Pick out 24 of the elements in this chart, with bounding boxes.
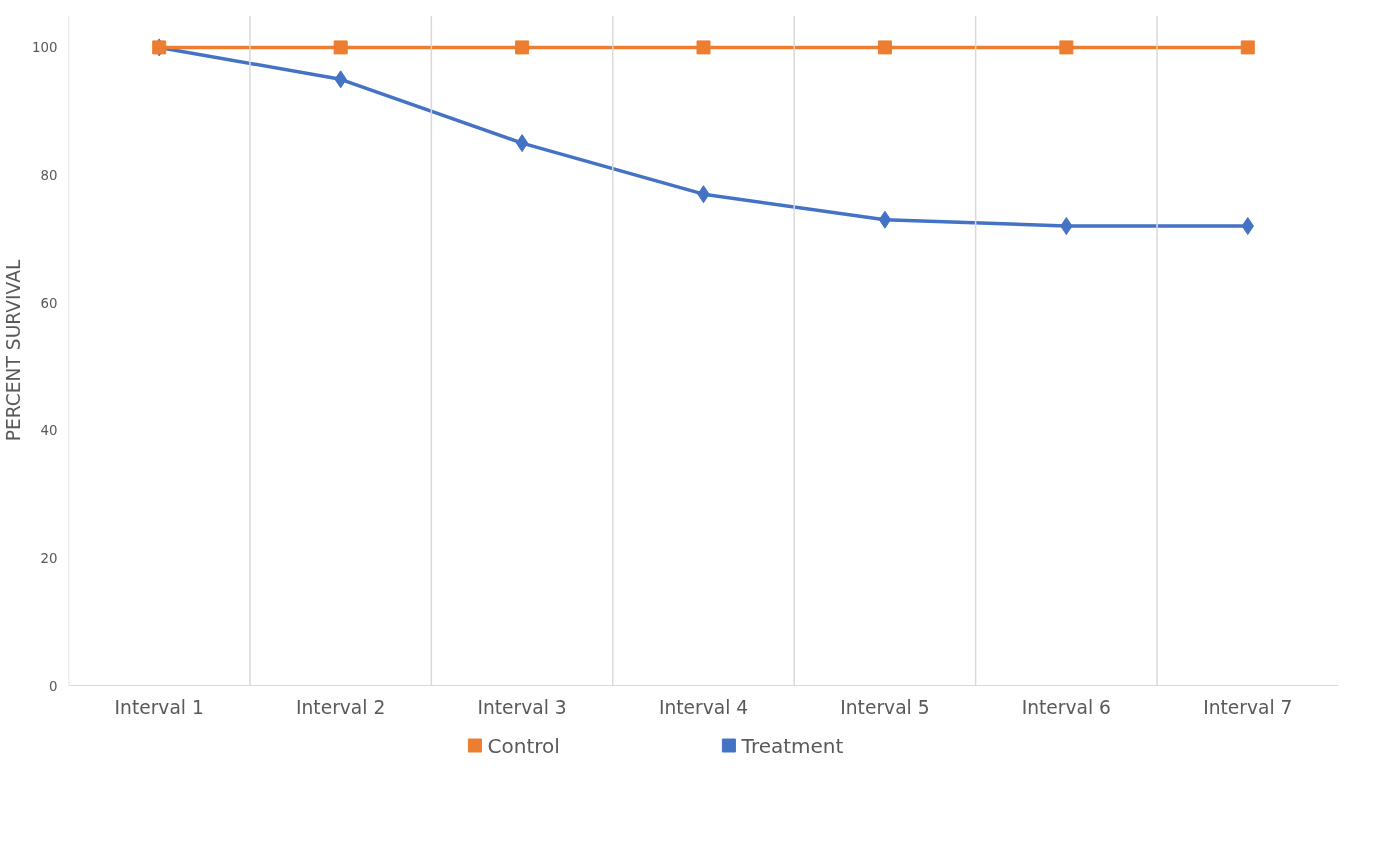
x-tick-label: Interval 1 xyxy=(114,696,204,718)
y-tick-label: 80 xyxy=(40,168,58,184)
point xyxy=(877,40,892,55)
point xyxy=(1059,40,1074,55)
y-tick-label: 40 xyxy=(40,423,58,439)
point xyxy=(515,134,529,153)
point xyxy=(515,40,530,55)
point xyxy=(333,40,348,55)
x-tick-label: Interval 3 xyxy=(477,696,567,718)
x-tick-label: Interval 5 xyxy=(840,696,930,718)
y-tick-label: 100 xyxy=(32,40,58,56)
y-tick-label: 60 xyxy=(40,295,58,311)
point xyxy=(1240,40,1255,55)
y-tick-label: 20 xyxy=(40,550,58,566)
y-tick-label: 0 xyxy=(49,678,58,694)
legend-label: Control xyxy=(487,733,560,758)
x-tick-label: Interval 4 xyxy=(658,696,749,718)
point xyxy=(696,40,711,55)
y-axis-title: PERCENT SURVIVAL xyxy=(3,259,25,442)
x-tick-label: Interval 7 xyxy=(1203,696,1293,718)
x-tick-label: Interval 2 xyxy=(296,696,386,718)
point xyxy=(878,210,892,229)
legend-label: Treatment xyxy=(740,733,844,758)
x-tick-label: Interval 6 xyxy=(1021,696,1111,718)
